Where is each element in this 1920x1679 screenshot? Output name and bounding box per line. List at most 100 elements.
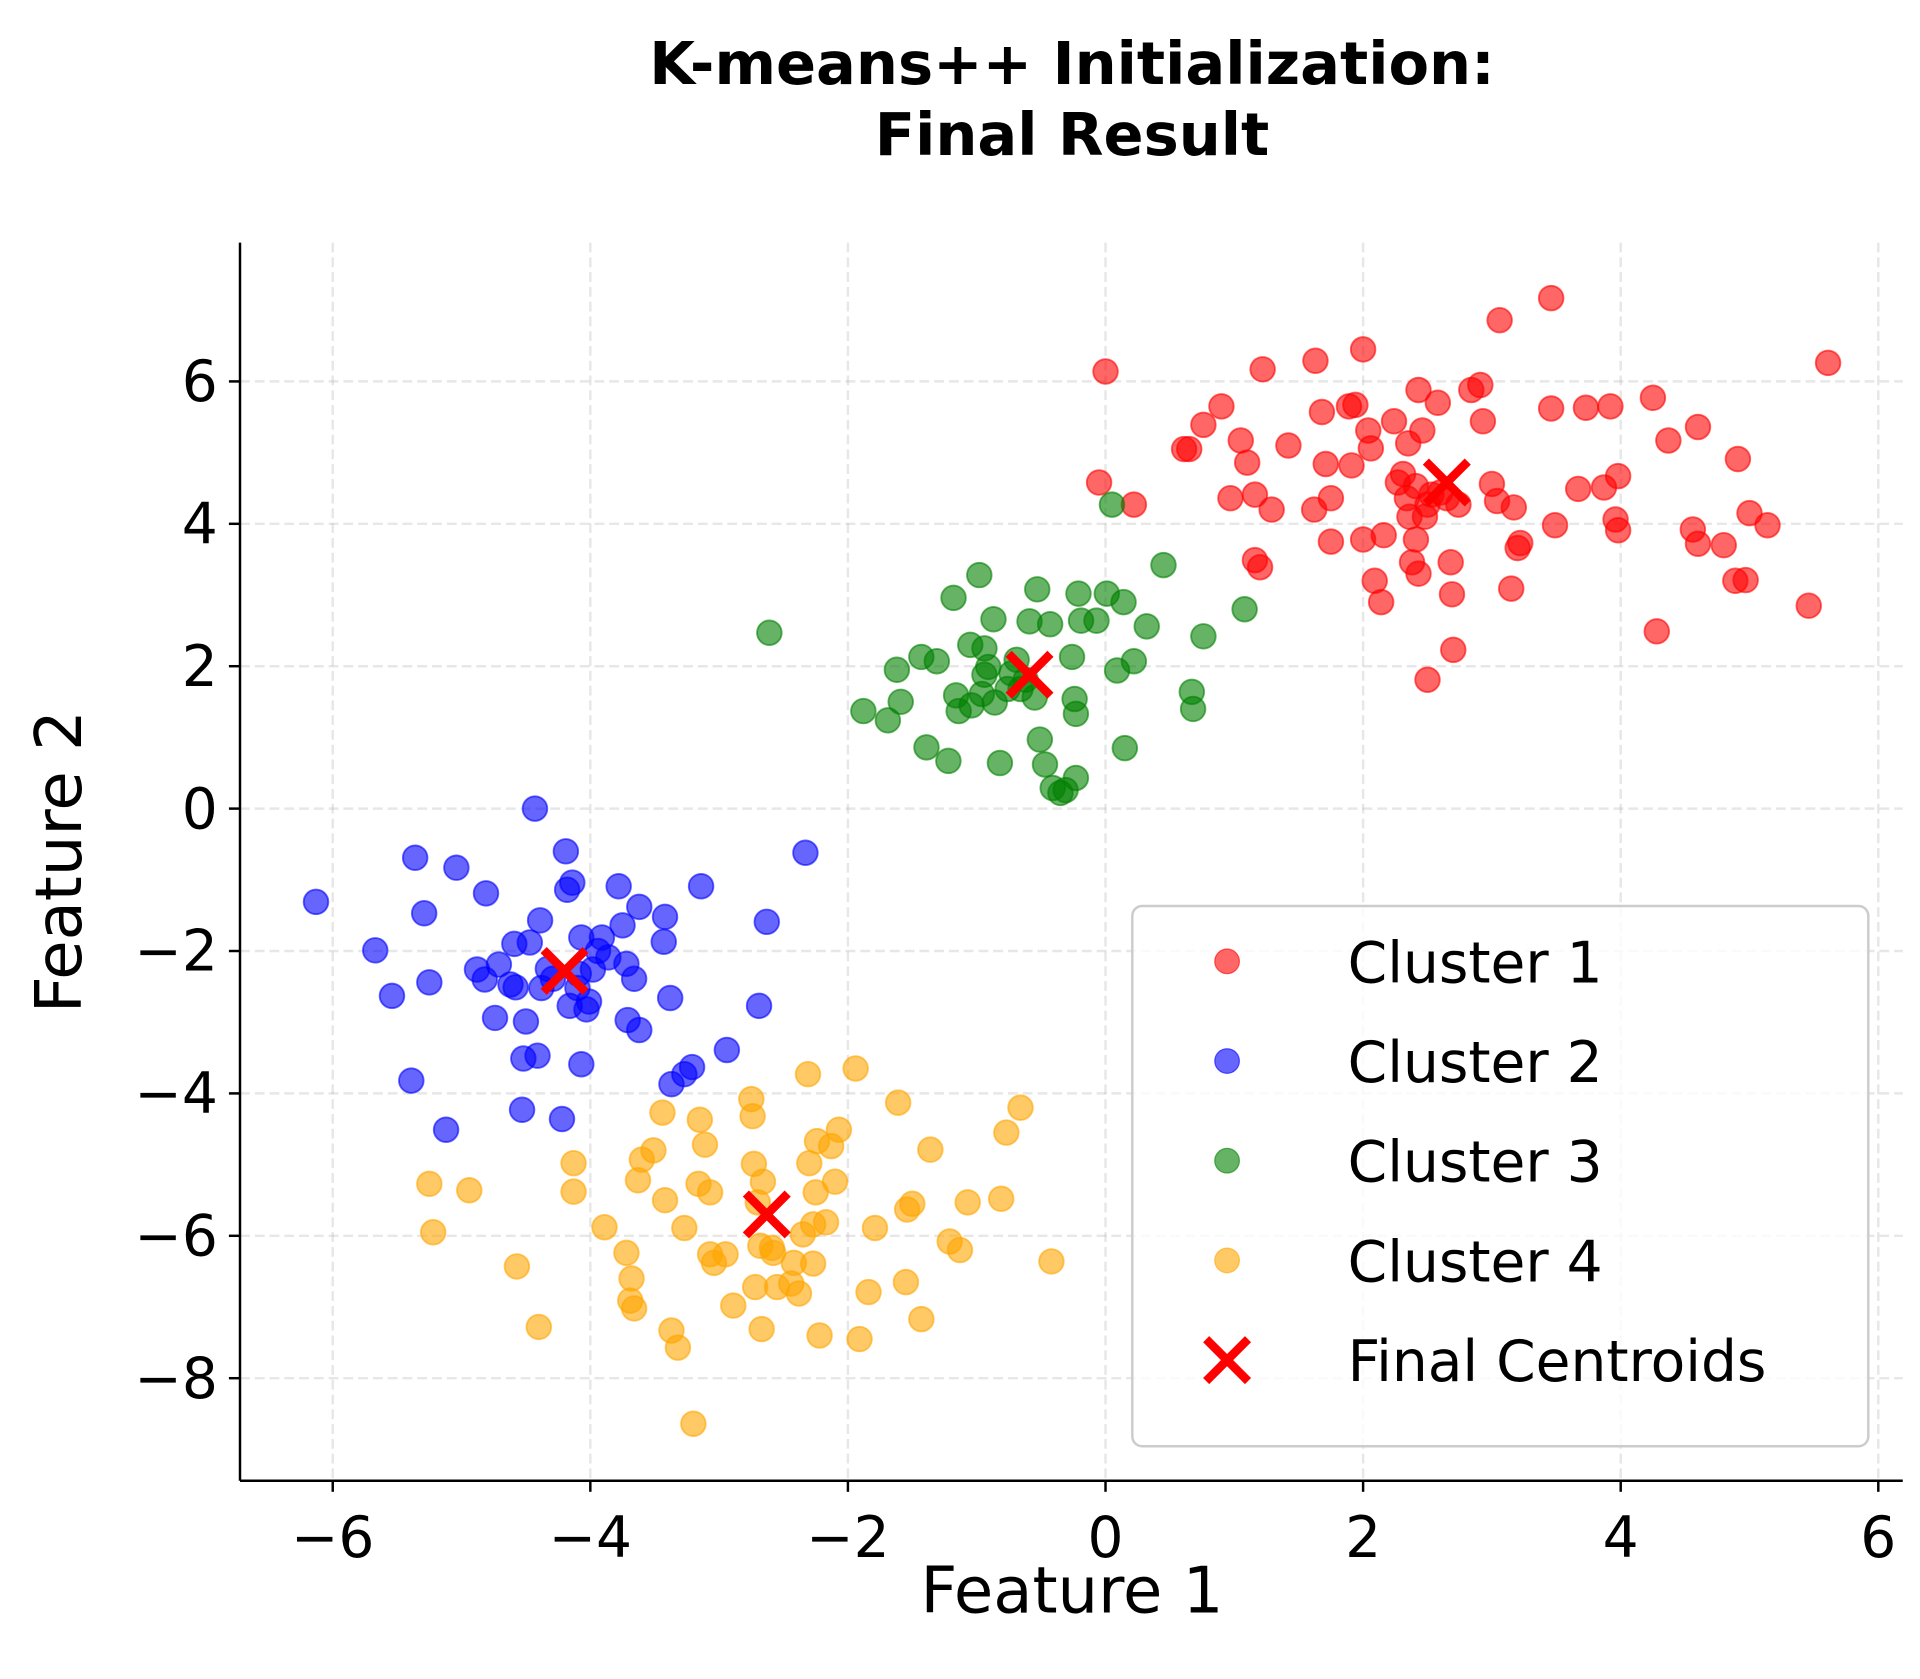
point: [1231, 596, 1258, 623]
point: [1233, 449, 1261, 476]
point: [846, 1325, 873, 1353]
y-tick-label: −4: [134, 1061, 217, 1127]
point: [1038, 1248, 1065, 1275]
point: [640, 1137, 667, 1164]
point: [1190, 623, 1217, 650]
point: [1349, 336, 1377, 363]
point: [680, 1410, 707, 1438]
point: [560, 1178, 587, 1205]
legend-label: Cluster 3: [1348, 1130, 1603, 1196]
point: [620, 965, 648, 993]
centroid-marker: [540, 946, 589, 995]
point: [1110, 588, 1137, 616]
point: [1208, 393, 1235, 420]
point: [524, 1042, 551, 1069]
point: [378, 982, 406, 1010]
point: [753, 908, 781, 936]
x-tick-label: 0: [1088, 1505, 1124, 1571]
point: [1036, 610, 1064, 638]
point: [516, 929, 544, 956]
point: [416, 969, 443, 996]
point: [1754, 512, 1781, 539]
y-tick-label: 2: [182, 634, 218, 700]
centroid-marker: [742, 1190, 791, 1239]
point: [591, 1214, 618, 1241]
point: [651, 903, 679, 931]
point: [1497, 575, 1525, 602]
point: [712, 1241, 739, 1268]
point: [1300, 496, 1328, 523]
x-tick-label: 4: [1603, 1505, 1639, 1571]
x-tick-label: 2: [1345, 1505, 1381, 1571]
point: [1405, 560, 1432, 587]
point: [713, 1036, 741, 1064]
point: [502, 974, 529, 1001]
point: [1469, 408, 1497, 435]
point: [884, 1089, 912, 1116]
x-tick-label: −4: [549, 1505, 632, 1571]
point: [1083, 607, 1110, 634]
point: [508, 1096, 536, 1124]
point: [1275, 432, 1302, 459]
point: [923, 647, 951, 675]
point: [1438, 581, 1466, 608]
point: [1065, 580, 1092, 607]
point: [739, 1102, 766, 1130]
point: [1085, 469, 1113, 496]
point: [419, 1219, 447, 1246]
point: [664, 1334, 692, 1361]
axes: −6 −4 −2 0 2 4 6 −8 −6 −4 −2 0 2 4 6: [134, 242, 1903, 1571]
point: [1414, 666, 1441, 693]
point: [1724, 445, 1752, 473]
legend-marker: [1214, 1247, 1240, 1274]
point: [749, 1168, 777, 1195]
point: [883, 656, 911, 684]
point: [1684, 413, 1712, 441]
point: [575, 988, 603, 1015]
y-tick-label: −8: [134, 1346, 217, 1412]
point: [1370, 521, 1397, 549]
point: [609, 912, 636, 939]
point: [1537, 395, 1565, 422]
point: [892, 1268, 920, 1296]
point: [1424, 389, 1452, 417]
point: [1241, 481, 1269, 508]
point: [1437, 549, 1464, 576]
point: [1639, 384, 1667, 412]
point: [503, 1253, 531, 1280]
point: [1814, 349, 1842, 377]
point: [986, 749, 1014, 777]
point: [1150, 551, 1177, 579]
point: [874, 707, 902, 734]
point: [1217, 484, 1244, 512]
legend-label: Final Centroids: [1348, 1329, 1767, 1395]
point: [855, 1278, 882, 1306]
point: [651, 1186, 679, 1214]
point: [1736, 499, 1763, 527]
point: [1249, 356, 1276, 383]
point: [691, 1131, 719, 1158]
point: [548, 1105, 576, 1133]
point: [1507, 529, 1534, 557]
point: [671, 1214, 698, 1242]
point: [432, 1116, 460, 1143]
point: [472, 880, 500, 907]
point: [842, 1055, 869, 1082]
point: [1402, 526, 1430, 553]
point: [416, 1170, 443, 1198]
point: [1655, 427, 1682, 454]
point: [410, 900, 438, 927]
point: [1367, 588, 1395, 616]
point: [1537, 284, 1565, 312]
point: [401, 844, 429, 871]
point: [620, 1295, 648, 1322]
point: [560, 1149, 587, 1177]
point: [980, 605, 1007, 633]
point: [1572, 394, 1600, 421]
point: [521, 795, 549, 822]
point: [1396, 503, 1423, 530]
point: [650, 928, 677, 955]
point: [812, 1209, 840, 1236]
